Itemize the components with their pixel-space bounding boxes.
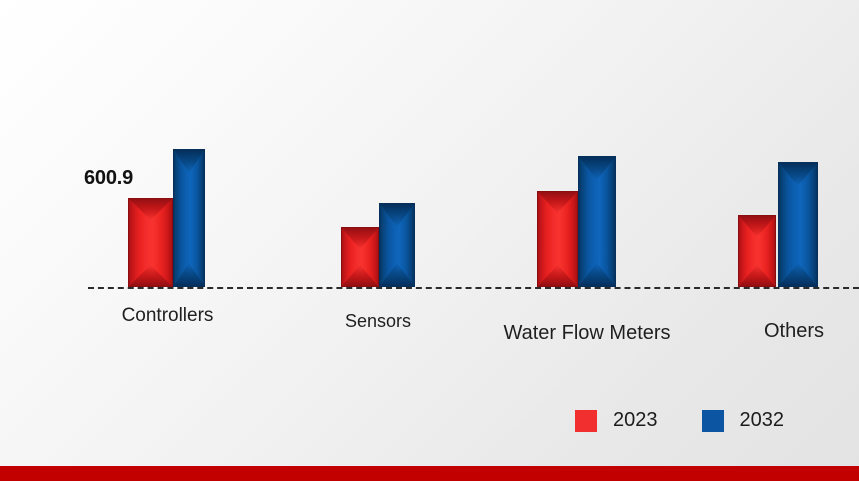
category-label-controllers: Controllers (121, 305, 214, 326)
bar-others-2032 (778, 162, 818, 287)
axis-baseline (88, 287, 859, 289)
legend-label-2032: 2032 (739, 409, 785, 431)
category-label-water-flow-meters: Water Flow Meters (503, 322, 671, 344)
legend-label-2023: 2023 (613, 409, 658, 431)
bar-water-flow-meters-2032 (578, 156, 616, 287)
legend-entry-2032[interactable]: 2032 (701, 409, 785, 432)
legend-swatch-2032 (701, 409, 724, 432)
legend-swatch-2023 (575, 409, 597, 432)
bar-others-2023 (738, 215, 776, 287)
bar-sensors-2032 (379, 203, 415, 287)
category-label-others: Others (763, 320, 825, 342)
bar-water-flow-meters-2023 (537, 191, 578, 287)
category-label-sensors: Sensors (344, 311, 412, 331)
plot-area (88, 149, 859, 289)
bar-sensors-2023 (341, 227, 379, 287)
legend: 2023 2032 (575, 409, 784, 432)
bar-controllers-2023 (128, 198, 173, 287)
legend-entry-2023[interactable]: 2023 (575, 409, 702, 432)
bar-controllers-2032 (173, 149, 205, 287)
data-label-controllers-2023: 600.9 (84, 167, 134, 189)
footer-strip (0, 466, 859, 481)
